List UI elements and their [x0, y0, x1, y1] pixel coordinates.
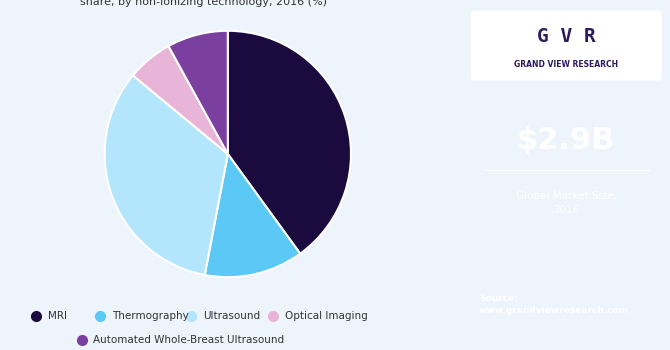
Text: Automated Whole-Breast Ultrasound: Automated Whole-Breast Ultrasound	[93, 335, 285, 345]
Text: MRI: MRI	[48, 311, 67, 321]
Text: Global Market Size,
2016: Global Market Size, 2016	[516, 191, 616, 215]
Wedge shape	[228, 31, 351, 254]
Text: Thermography: Thermography	[112, 311, 188, 321]
Wedge shape	[105, 76, 228, 275]
Text: Optical Imaging: Optical Imaging	[285, 311, 368, 321]
Text: Source:
www.grandviewresearch.com: Source: www.grandviewresearch.com	[479, 294, 629, 315]
Text: share, by non-ionizing technology, 2016 (%): share, by non-ionizing technology, 2016 …	[80, 0, 327, 7]
Wedge shape	[205, 154, 300, 277]
Wedge shape	[168, 31, 228, 154]
Text: $2.9B: $2.9B	[517, 126, 616, 154]
Wedge shape	[133, 46, 228, 154]
FancyBboxPatch shape	[470, 10, 662, 80]
Text: GRAND VIEW RESEARCH: GRAND VIEW RESEARCH	[514, 60, 618, 69]
Text: G V R: G V R	[537, 27, 596, 46]
Text: Ultrasound: Ultrasound	[203, 311, 260, 321]
